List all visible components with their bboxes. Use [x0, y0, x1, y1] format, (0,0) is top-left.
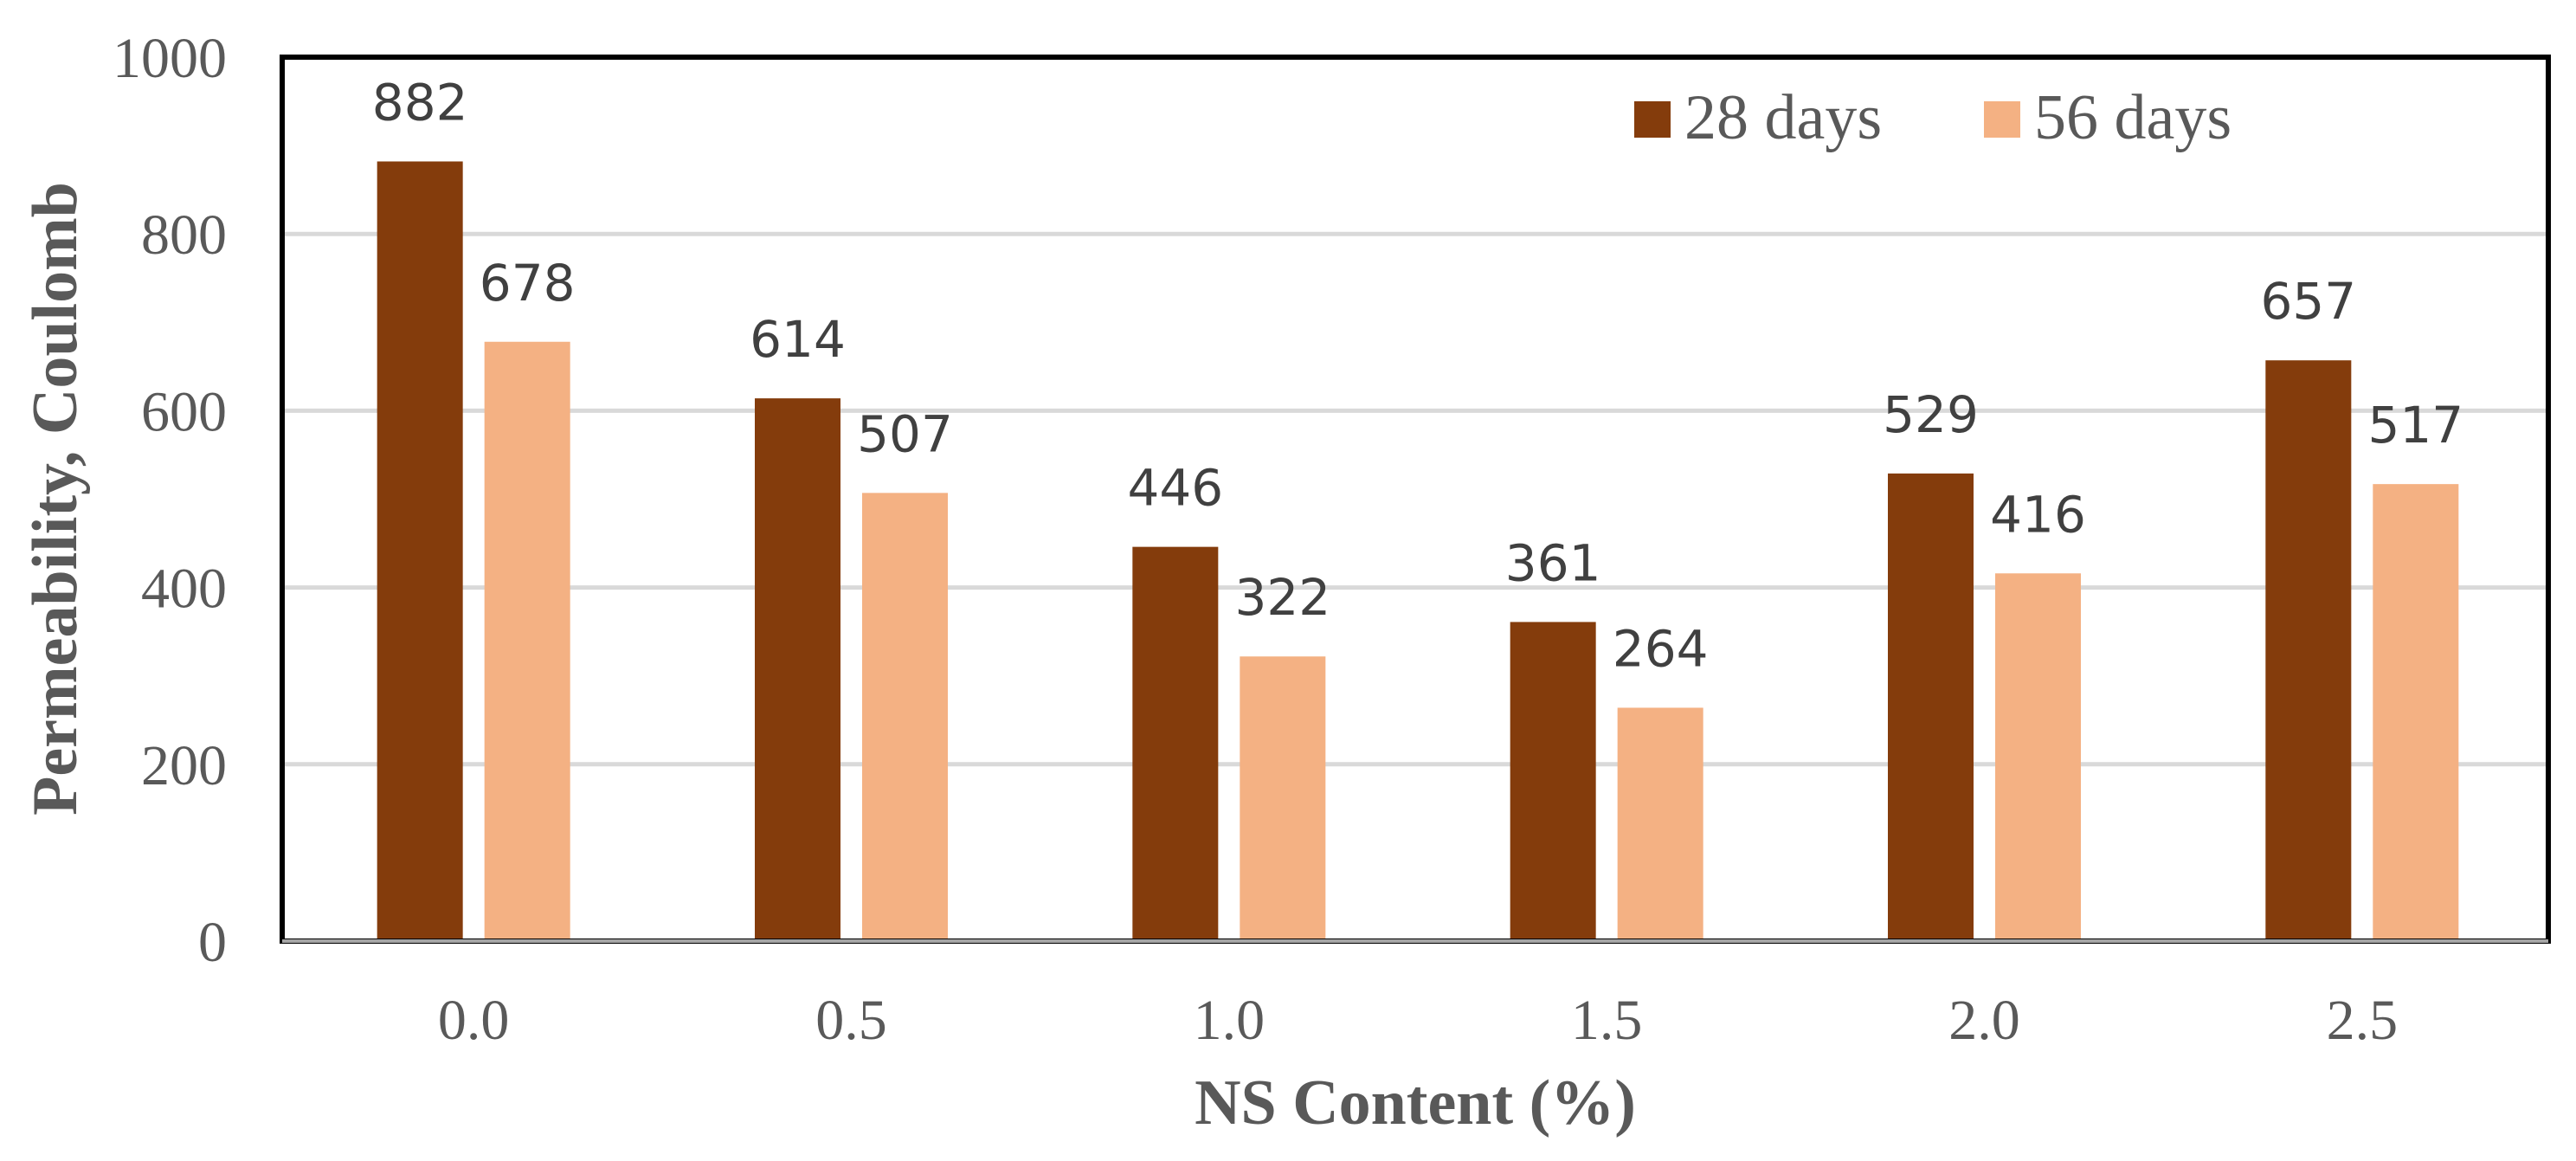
data-label: 507	[857, 404, 953, 463]
data-label: 322	[1234, 568, 1330, 627]
bar-56-days-1.5	[1617, 707, 1703, 941]
legend: 28 days 56 days	[1634, 82, 2231, 153]
data-label: 446	[1127, 459, 1223, 518]
y-tick-label: 400	[141, 558, 227, 621]
y-axis-title: Permeability, Coulomb	[20, 182, 91, 816]
bar-56-days-0.5	[862, 493, 948, 941]
legend-swatch-56-days	[1984, 101, 2020, 138]
y-tick-label: 800	[141, 203, 227, 267]
data-label: 416	[1990, 485, 2086, 544]
x-tick-label: 0.0	[438, 989, 510, 1052]
data-label: 361	[1505, 533, 1601, 592]
data-label: 882	[372, 73, 468, 132]
legend-swatch-28-days	[1634, 101, 1671, 138]
x-axis-ticks: 0.0 0.5 1.0 1.5 2.0 2.5	[438, 989, 2398, 1052]
x-tick-label: 2.5	[2327, 989, 2399, 1052]
data-label: 657	[2260, 272, 2356, 331]
bar-56-days-1.0	[1240, 656, 1326, 941]
y-tick-label: 1000	[113, 27, 227, 90]
legend-label-28-days: 28 days	[1684, 82, 1882, 153]
data-label: 517	[2367, 396, 2463, 455]
gridlines	[282, 231, 2548, 767]
bar-56-days-0.0	[484, 341, 570, 942]
y-axis-ticks: 0 200 400 600 800 1000	[113, 27, 227, 974]
data-label: 264	[1613, 619, 1709, 678]
data-label: 614	[750, 310, 846, 369]
bar-28-days-1.0	[1132, 546, 1219, 941]
x-tick-label: 2.0	[1948, 989, 2020, 1052]
plot-area-frame	[280, 55, 2551, 944]
x-axis-title: NS Content (%)	[1195, 1067, 1636, 1138]
y-tick-label: 600	[141, 380, 227, 443]
bar-28-days-0.5	[755, 398, 840, 942]
bar-28-days-2.0	[1888, 473, 1974, 941]
data-label: 529	[1883, 385, 1979, 444]
bar-56-days-2.5	[2373, 484, 2459, 941]
x-tick-label: 1.0	[1194, 989, 1265, 1052]
bars	[377, 161, 2459, 942]
x-tick-label: 0.5	[815, 989, 887, 1052]
y-tick-label: 200	[141, 734, 227, 797]
x-tick-label: 1.5	[1571, 989, 1643, 1052]
bar-28-days-1.5	[1510, 622, 1596, 941]
bar-28-days-2.5	[2265, 360, 2352, 941]
data-label: 678	[480, 254, 576, 313]
y-tick-label: 0	[198, 911, 227, 974]
legend-label-56-days: 56 days	[2034, 82, 2231, 153]
bar-28-days-0.0	[377, 161, 463, 941]
bar-56-days-2.0	[1995, 573, 2081, 941]
